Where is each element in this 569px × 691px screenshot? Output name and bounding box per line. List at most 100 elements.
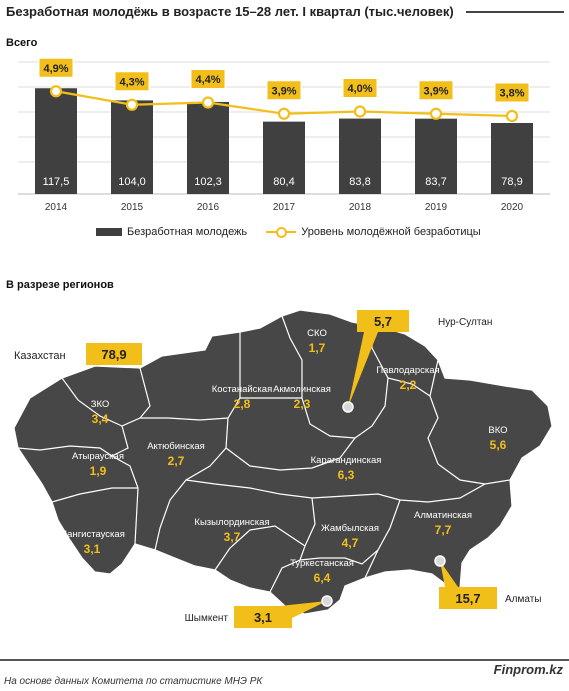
title-rule (466, 11, 564, 13)
city-dot (342, 401, 354, 413)
line-point (353, 105, 367, 118)
city-value: 3,1 (254, 610, 272, 625)
region-name: Актюбинская (147, 441, 205, 452)
line-value-label: 3,9% (271, 85, 296, 97)
line-point (429, 107, 443, 120)
bar-value-label: 104,0 (118, 176, 146, 188)
city-dot (321, 595, 333, 607)
region-name: Жамбылская (321, 523, 379, 534)
x-tick-label: 2018 (349, 202, 372, 213)
region-value: 2,7 (168, 454, 185, 468)
x-tick-label: 2015 (121, 202, 144, 213)
legend-line-swatch (266, 227, 297, 239)
line-value-label: 4,4% (195, 74, 220, 86)
city-value-box (234, 606, 292, 628)
line-point (505, 109, 519, 123)
chart-legend: Безработная молодежь Уровень молодёжной … (96, 226, 481, 239)
region-value: 2,2 (400, 378, 417, 392)
region-name: Карагандинская (311, 455, 382, 466)
line-value-label: 3,9% (423, 85, 448, 97)
line-point (201, 96, 215, 109)
bar (491, 122, 533, 194)
region-value: 3,1 (84, 542, 101, 556)
line-label-box (38, 57, 74, 78)
x-tick-label: 2016 (197, 202, 220, 213)
legend-bar-label: Безработная молодежь (127, 226, 248, 238)
region-name: Акмолинская (273, 384, 331, 395)
region-name: Костанайская (212, 384, 272, 395)
line-label-box (418, 80, 454, 101)
region-value: 3,4 (92, 412, 109, 426)
line-label-box (114, 71, 150, 92)
city-value: 15,7 (455, 591, 480, 606)
region-value: 1,9 (90, 464, 107, 478)
map-outline (13, 309, 553, 615)
bar (263, 121, 305, 194)
footer-rule (0, 659, 569, 661)
bar-line-chart: 117,5 104,0 102,3 80,4 83,8 83,7 78,9 4,9% 4,3%… (18, 57, 550, 213)
line-label-box (190, 69, 226, 89)
region-name: СКО (307, 328, 327, 339)
bar (35, 88, 77, 194)
region-value: 2,8 (234, 397, 251, 411)
line-value-label: 4,9% (43, 63, 68, 75)
total-label: Всего (6, 37, 38, 49)
regions-label: В разрезе регионов (6, 279, 114, 291)
city-name: Шымкент (185, 613, 229, 624)
line-label-box (266, 80, 302, 101)
x-tick-label: 2014 (45, 202, 68, 213)
region-value: 6,4 (314, 571, 331, 585)
bar-value-label: 102,3 (194, 176, 222, 188)
city-callout-pointer (348, 332, 378, 407)
region-name: ВКО (488, 425, 507, 436)
region-value: 3,7 (224, 530, 241, 544)
region-value: 2,3 (294, 397, 311, 411)
legend-line-label: Уровень молодёжной безработицы (301, 226, 481, 238)
region-name: Кызылординская (194, 517, 269, 528)
line-label-box (494, 82, 530, 103)
bar-value-label: 78,9 (501, 176, 522, 188)
city-dot (434, 555, 446, 567)
region-value: 1,7 (309, 341, 326, 355)
line-value-label: 4,3% (119, 76, 144, 88)
city-callout-pointer (440, 561, 458, 587)
city-value: 5,7 (374, 314, 392, 329)
kazakhstan-map: Казахстан 78,9 СКО 1,7 Павлодарская 2,2 Акмоли… (13, 309, 553, 628)
x-tick-label: 2017 (273, 202, 296, 213)
region-value: 7,7 (435, 523, 452, 537)
line-point (49, 85, 63, 98)
line-value-label: 4,0% (347, 83, 372, 95)
bar (187, 101, 229, 194)
country-value: 78,9 (101, 347, 126, 362)
region-name: Мангистауская (59, 529, 125, 540)
country-value-box (86, 343, 142, 365)
region-name: Туркестанская (290, 558, 354, 569)
line-point (125, 98, 139, 111)
brand-logo: Finprom.kz (493, 662, 563, 677)
region-name: ЗКО (91, 399, 110, 410)
region-value: 6,3 (338, 468, 355, 482)
bar (339, 118, 381, 194)
chart-title: Безработная молодёжь в возрасте 15–28 ле… (6, 4, 454, 19)
bar-value-label: 83,7 (425, 176, 446, 188)
region-name: Атырауская (72, 451, 124, 462)
line-point (277, 107, 291, 120)
bar-value-label: 83,8 (349, 176, 370, 188)
bar-value-label: 117,5 (43, 176, 70, 188)
line-label-box (342, 78, 378, 98)
bar-value-label: 80,4 (273, 176, 294, 188)
bar (415, 118, 457, 194)
country-name: Казахстан (14, 350, 66, 362)
city-name: Алматы (505, 594, 542, 605)
legend-bar-swatch (96, 228, 122, 237)
region-name: Алматинская (414, 510, 472, 521)
city-value-box (439, 587, 497, 609)
city-value-box (357, 310, 409, 332)
region-value: 4,7 (342, 536, 359, 550)
bar (111, 100, 153, 194)
x-tick-label: 2019 (425, 202, 448, 213)
city-name: Нур-Султан (438, 317, 492, 328)
region-name: Павлодарская (376, 365, 439, 376)
x-tick-label: 2020 (501, 202, 524, 213)
region-value: 5,6 (490, 438, 507, 452)
